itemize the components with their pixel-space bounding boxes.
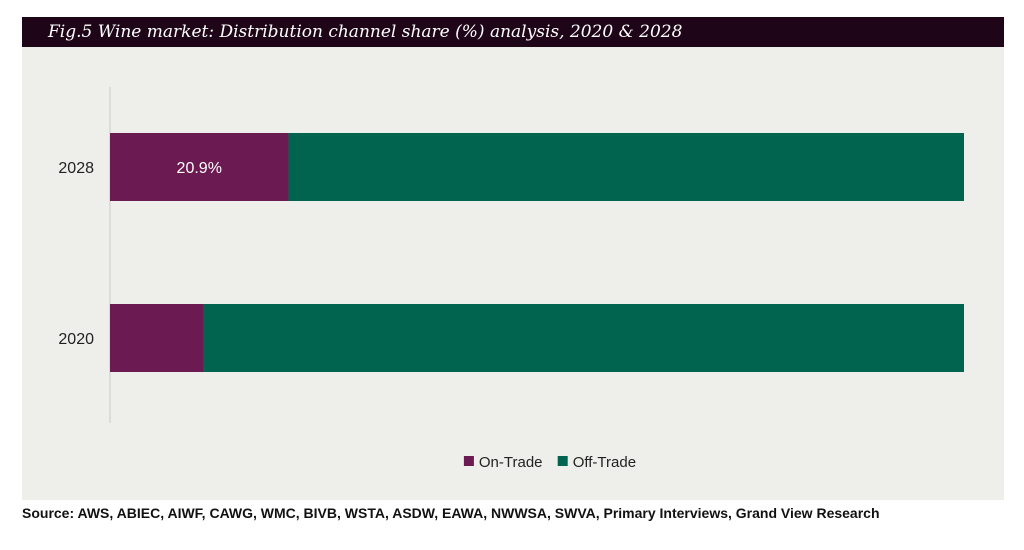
data-label-on-trade-2028: 20.9% (177, 160, 222, 177)
legend-swatch-on-trade (463, 456, 474, 466)
bar-off-trade-2028 (288, 133, 965, 201)
legend-label-on-trade: On-Trade (479, 454, 543, 471)
legend-label-off-trade: Off-Trade (573, 454, 636, 471)
bar-off-trade-2020 (203, 304, 964, 372)
chart-panel: 2028 20.9% 2020 On-Trade Off-Trade (22, 47, 1004, 500)
bar-on-trade-2020 (110, 304, 204, 372)
chart-svg: 2028 20.9% 2020 On-Trade Off-Trade (58, 87, 965, 471)
y-tick-label-2028: 2028 (58, 160, 94, 177)
chart-title: Fig.5 Wine market: Distribution channel … (48, 22, 683, 42)
bar-on-trade-2028 (110, 133, 289, 201)
source-note: Source: AWS, ABIEC, AIWF, CAWG, WMC, BIV… (22, 505, 880, 521)
title-bar: Fig.5 Wine market: Distribution channel … (22, 17, 1004, 47)
y-tick-label-2020: 2020 (58, 331, 94, 348)
legend-swatch-off-trade (557, 456, 568, 466)
